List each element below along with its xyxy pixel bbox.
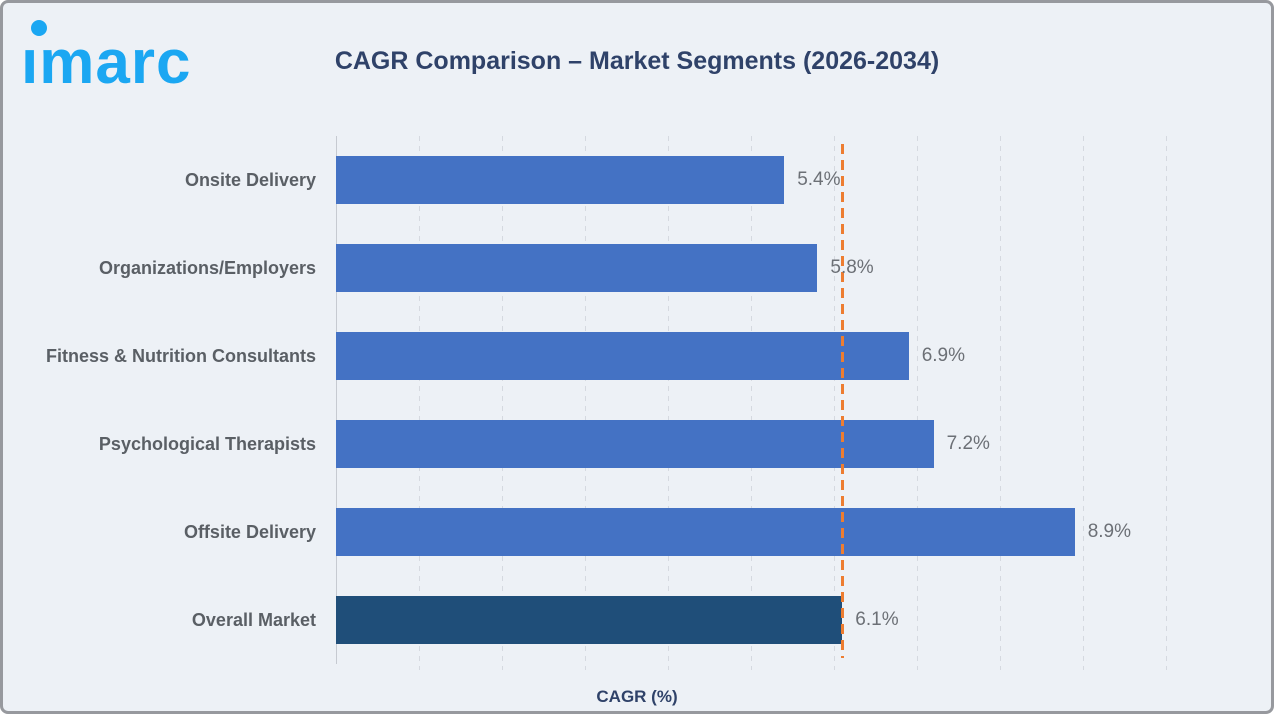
value-label: 5.4% — [797, 169, 841, 190]
category-label: Organizations/Employers — [98, 257, 316, 278]
bar — [336, 332, 909, 380]
value-label: 5.8% — [830, 257, 874, 278]
bar — [336, 244, 818, 292]
imarc-logo-dot-icon — [31, 20, 47, 36]
gridline — [668, 136, 669, 670]
category-axis: Onsite Delivery Organizations/Employers Fi… — [19, 136, 316, 664]
gridline — [1166, 136, 1167, 670]
gridline — [1000, 136, 1001, 670]
bar-row: 5.8% — [336, 224, 1166, 312]
bar — [336, 420, 934, 468]
plot-area: 5.4% 5.8% 6.9% 7.2% 8.9% 6.1% — [336, 136, 1167, 670]
gridline — [419, 136, 420, 670]
category-label: Fitness & Nutrition Consultants — [46, 345, 316, 366]
category-label: Onsite Delivery — [184, 169, 316, 190]
gridline — [751, 136, 752, 670]
value-label: 6.9% — [921, 345, 965, 366]
x-axis-title: CAGR (%) — [596, 687, 678, 706]
imarc-logo: ımarc — [21, 9, 241, 99]
bar-row: 6.1% — [336, 576, 1166, 664]
category-label: Offsite Delivery — [183, 521, 316, 542]
chart-title: CAGR Comparison – Market Segments (2026-… — [334, 47, 940, 75]
gridline — [502, 136, 503, 670]
gridline — [917, 136, 918, 670]
value-label: 6.1% — [855, 609, 899, 630]
gridline — [585, 136, 586, 670]
reference-line — [841, 144, 845, 658]
bar — [336, 156, 785, 204]
bar — [336, 596, 843, 644]
value-label: 7.2% — [946, 433, 990, 454]
category-label: Psychological Therapists — [98, 433, 316, 454]
bar-row: 8.9% — [336, 488, 1166, 576]
gridline — [834, 136, 835, 670]
bar — [336, 508, 1075, 556]
y-axis-line — [336, 136, 337, 664]
bar-row: 7.2% — [336, 400, 1166, 488]
bar-row: 6.9% — [336, 312, 1166, 400]
value-label: 8.9% — [1087, 521, 1131, 542]
gridline — [1083, 136, 1084, 670]
category-label: Overall Market — [191, 609, 316, 630]
imarc-logo-text: ımarc — [21, 28, 192, 97]
bar-row: 5.4% — [336, 136, 1166, 224]
